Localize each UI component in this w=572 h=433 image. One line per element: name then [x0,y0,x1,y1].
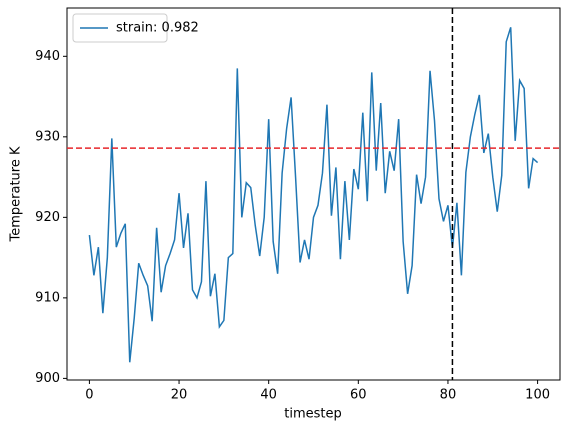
x-tick-label: 100 [525,388,550,403]
legend-label: strain: 0.982 [116,21,199,36]
y-tick-label: 910 [35,290,60,305]
y-tick-label: 920 [35,210,60,225]
y-tick-label: 930 [35,129,60,144]
x-tick-label: 20 [171,388,188,403]
y-axis-label: Temperature K [9,146,24,242]
x-tick-label: 60 [350,388,367,403]
y-tick-label: 940 [35,49,60,64]
axes-frame [66,7,561,381]
legend-box [72,13,168,43]
y-tick-label: 900 [35,371,60,386]
x-tick-label: 80 [440,388,457,403]
x-axis-label: timestep [284,407,342,422]
x-tick-label: 40 [260,388,277,403]
x-tick-label: 0 [85,388,93,403]
data-line [88,27,539,363]
